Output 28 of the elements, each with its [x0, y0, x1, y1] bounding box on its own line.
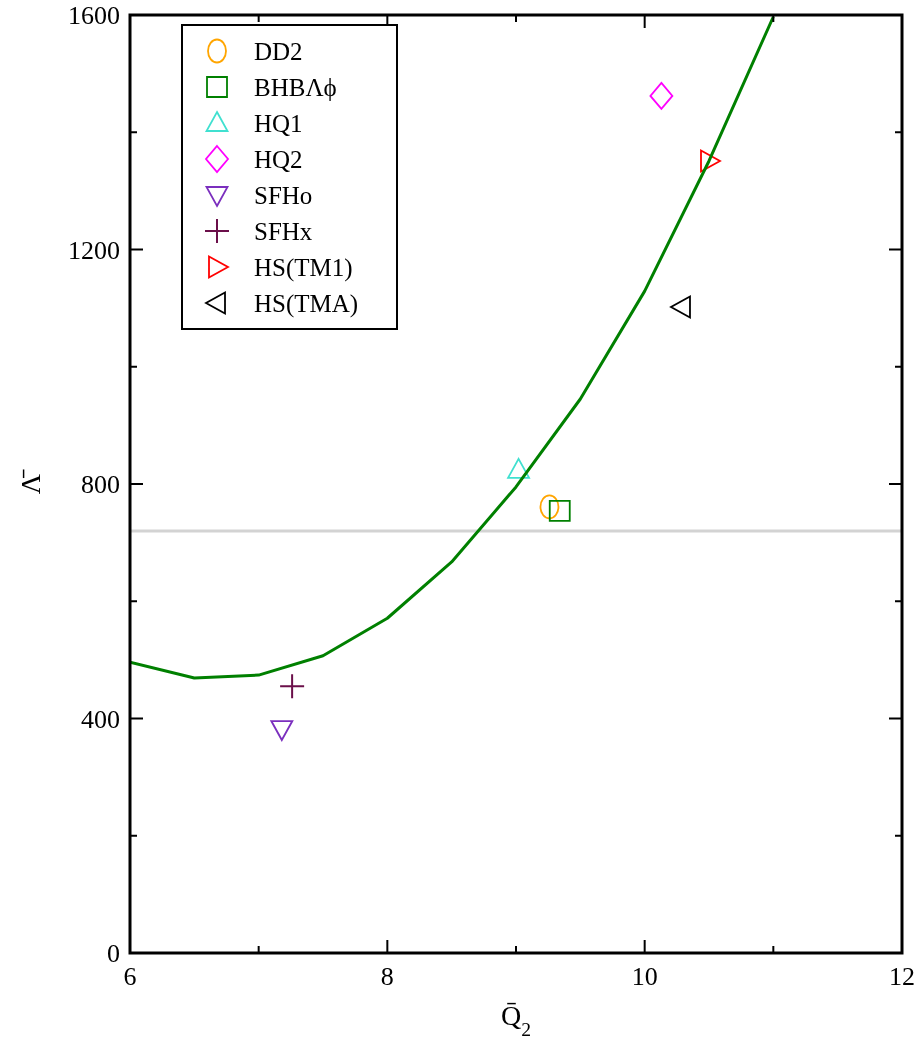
y-tick-label: 400	[81, 704, 120, 734]
y-tick-label: 1600	[68, 1, 120, 30]
x-tick-label: 6	[123, 962, 137, 991]
x-axis-title: Q̄$_{2}$	[500, 1000, 532, 1040]
y-tick-label: 0	[107, 939, 120, 968]
legend-label: BHBΛϕ	[254, 74, 337, 101]
y-tick-label: 800	[81, 470, 120, 499]
point	[507, 458, 530, 479]
x-tick-label: 10	[631, 962, 658, 991]
y-axis-title: Λ̄	[15, 468, 46, 495]
legend-label: HS(TMA)	[254, 290, 359, 318]
legend-label: DD2	[254, 38, 303, 65]
point	[270, 720, 294, 741]
point	[649, 82, 674, 110]
legend-label: SFHx	[254, 218, 313, 245]
x-tick-label: 8	[380, 962, 394, 991]
legend-label: HQ1	[254, 110, 303, 137]
y-tick-label: 1200	[68, 235, 120, 265]
line-series	[130, 15, 775, 680]
point	[670, 295, 691, 319]
point	[280, 674, 305, 699]
legend-label: HS(TM1)	[254, 254, 353, 282]
point	[539, 494, 560, 520]
legend-label: HQ2	[254, 146, 303, 173]
point	[548, 500, 571, 522]
x-tick-label: 12	[889, 962, 915, 991]
point	[700, 149, 721, 173]
legend-label: SFHo	[254, 182, 313, 209]
